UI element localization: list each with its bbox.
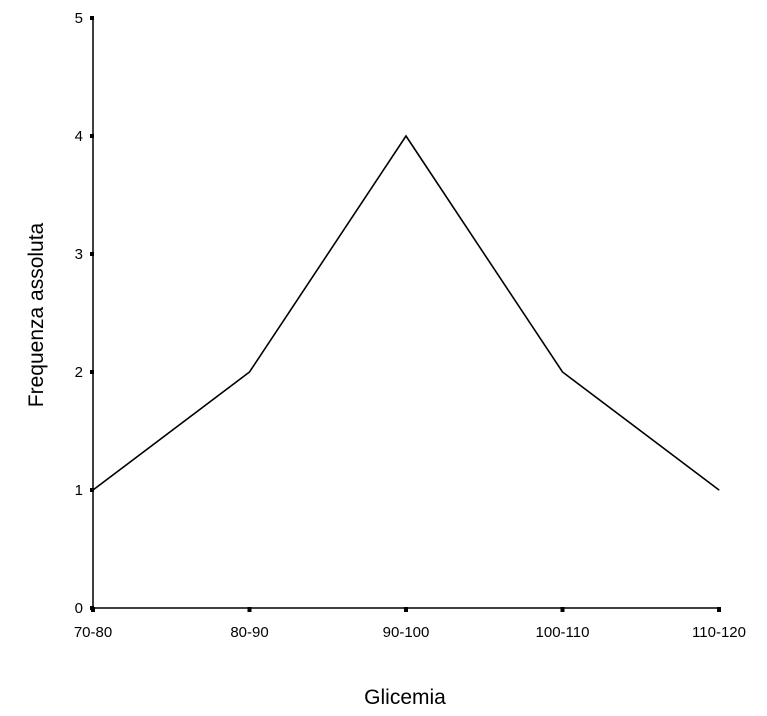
x-axis-title: Glicemia <box>364 686 446 709</box>
x-tick-label: 90-100 <box>383 624 430 641</box>
y-axis: 0 1 2 3 4 5 <box>75 10 94 617</box>
x-tick-label: 70-80 <box>74 624 112 641</box>
data-point <box>562 371 563 373</box>
x-tick-mark <box>560 607 565 612</box>
y-tick-mark <box>90 16 94 20</box>
x-tick-mark <box>717 607 721 612</box>
y-tick-label: 2 <box>75 364 83 381</box>
series-layer <box>92 134 720 491</box>
y-tick-label: 5 <box>75 10 83 27</box>
x-axis: 70-80 80-90 90-100 100-110 110-120 <box>74 607 746 641</box>
x-tick-mark <box>247 607 252 612</box>
x-tick-label: 110-120 <box>692 624 746 641</box>
y-tick-label: 4 <box>75 128 83 145</box>
y-tick-label: 0 <box>75 600 83 617</box>
y-tick-mark <box>90 134 94 138</box>
y-tick-mark <box>90 252 94 256</box>
data-point <box>405 135 407 137</box>
series-line <box>92 134 720 491</box>
x-tick-mark <box>91 607 95 612</box>
y-axis-title: Frequenza assoluta <box>25 222 48 407</box>
y-tick-label: 3 <box>75 246 83 263</box>
y-tick-mark <box>90 488 94 492</box>
data-point <box>718 489 720 491</box>
data-point <box>249 371 250 373</box>
data-point <box>92 489 94 491</box>
x-tick-label: 100-110 <box>536 624 590 641</box>
x-tick-label: 80-90 <box>230 624 268 641</box>
y-tick-mark <box>90 370 94 374</box>
y-tick-label: 1 <box>75 482 83 499</box>
x-tick-mark <box>404 607 408 612</box>
